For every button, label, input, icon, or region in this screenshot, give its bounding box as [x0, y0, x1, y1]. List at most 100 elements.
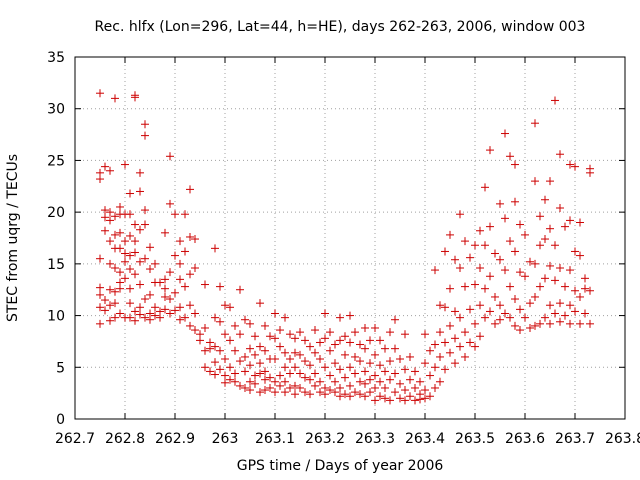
data-point: [461, 328, 469, 337]
data-point: [331, 359, 339, 368]
data-point: [531, 292, 539, 301]
data-point: [346, 311, 354, 320]
data-point: [566, 319, 574, 328]
data-point: [186, 301, 194, 310]
data-point: [186, 232, 194, 241]
data-point: [381, 394, 389, 403]
data-point: [226, 375, 234, 384]
data-point: [491, 292, 499, 301]
data-point: [566, 216, 574, 225]
data-point: [221, 330, 229, 339]
data-point: [261, 367, 269, 376]
data-point: [151, 311, 159, 320]
data-point: [226, 363, 234, 372]
data-point: [101, 213, 109, 222]
data-point: [586, 319, 594, 328]
data-point: [321, 363, 329, 372]
data-point: [516, 326, 524, 335]
data-point: [176, 259, 184, 268]
data-point: [246, 344, 254, 353]
data-point: [141, 254, 149, 263]
data-point: [111, 313, 119, 322]
data-point: [96, 254, 104, 263]
data-point: [456, 210, 464, 219]
data-point: [286, 383, 294, 392]
data-point: [106, 285, 114, 294]
data-point: [396, 355, 404, 364]
data-point: [136, 310, 144, 319]
data-point: [126, 231, 134, 240]
data-point: [511, 197, 519, 206]
data-point: [216, 365, 224, 374]
data-point: [541, 313, 549, 322]
data-point: [486, 222, 494, 231]
data-point: [451, 307, 459, 316]
data-point: [226, 303, 234, 312]
data-point: [246, 319, 254, 328]
data-point: [336, 383, 344, 392]
data-point: [551, 241, 559, 250]
data-point: [126, 265, 134, 274]
y-tick-label: 0: [56, 412, 65, 428]
data-point: [256, 299, 264, 308]
data-point: [126, 251, 134, 260]
data-point: [221, 378, 229, 387]
data-point: [581, 274, 589, 283]
data-point: [571, 247, 579, 256]
data-point: [296, 350, 304, 359]
data-point: [496, 255, 504, 264]
data-point: [211, 244, 219, 253]
data-point: [366, 388, 374, 397]
data-point: [331, 377, 339, 386]
data-point: [326, 346, 334, 355]
data-point: [106, 259, 114, 268]
x-tick-label: 263.5: [455, 431, 495, 447]
data-point: [476, 332, 484, 341]
data-point: [566, 160, 574, 169]
data-point: [441, 303, 449, 312]
data-point: [316, 338, 324, 347]
data-point: [141, 131, 149, 140]
data-point: [471, 319, 479, 328]
data-point: [311, 369, 319, 378]
data-point: [316, 355, 324, 364]
data-point: [376, 392, 384, 401]
data-point: [246, 386, 254, 395]
data-point: [421, 359, 429, 368]
data-point: [521, 230, 529, 239]
data-point: [511, 295, 519, 304]
data-point: [401, 330, 409, 339]
data-point: [141, 206, 149, 215]
data-point: [301, 357, 309, 366]
data-point: [336, 365, 344, 374]
data-point: [141, 220, 149, 229]
data-point: [281, 377, 289, 386]
x-axis: 262.7 262.8 262.9 263 263.1 263.2 263.3 263.4 26…: [55, 57, 640, 447]
data-point: [491, 249, 499, 258]
data-point: [446, 321, 454, 330]
data-point: [401, 365, 409, 374]
data-point: [306, 390, 314, 399]
data-point: [191, 326, 199, 335]
data-point: [461, 237, 469, 246]
data-point: [231, 377, 239, 386]
data-point: [331, 388, 339, 397]
data-point: [131, 316, 139, 325]
data-point: [286, 369, 294, 378]
data-point: [566, 266, 574, 275]
data-point: [371, 350, 379, 359]
data-point: [161, 292, 169, 301]
data-point: [166, 199, 174, 208]
data-point: [216, 282, 224, 291]
data-point: [166, 152, 174, 161]
data-point: [151, 259, 159, 268]
data-point: [176, 303, 184, 312]
data-point: [441, 247, 449, 256]
data-point: [96, 283, 104, 292]
data-point: [476, 226, 484, 235]
data-point: [471, 342, 479, 351]
data-point: [471, 280, 479, 289]
data-point: [451, 334, 459, 343]
x-tick-label: 263.1: [255, 431, 295, 447]
data-point: [366, 359, 374, 368]
